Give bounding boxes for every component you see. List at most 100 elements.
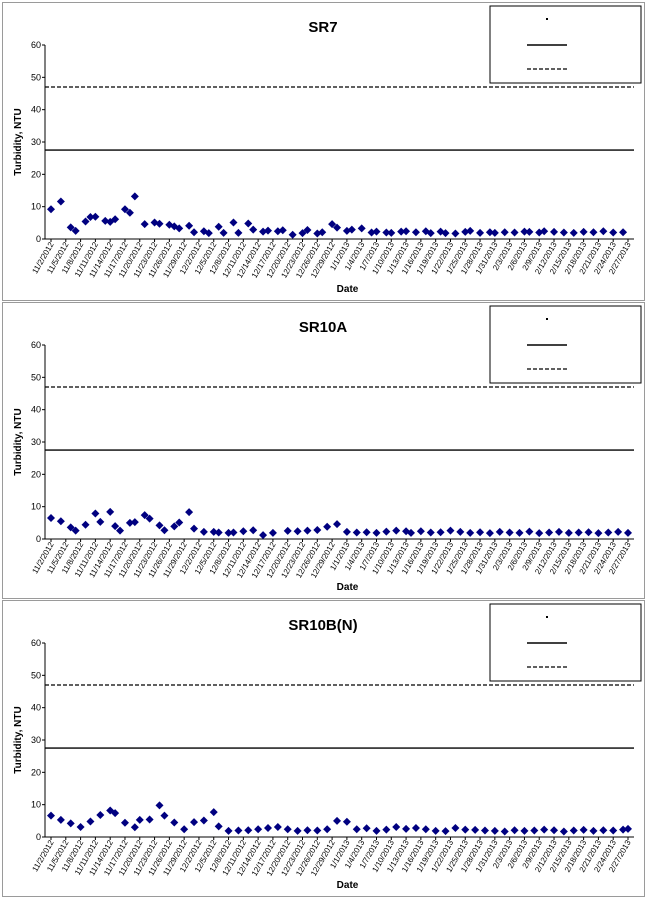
data-point [318, 228, 327, 237]
y-tick-label: 50 [31, 72, 41, 82]
data-point [579, 227, 588, 236]
data-point [579, 825, 588, 834]
legend-marker-point [546, 18, 548, 20]
data-point [244, 826, 253, 835]
data-point [347, 225, 356, 234]
data-point [545, 528, 554, 537]
y-tick-label: 30 [31, 137, 41, 147]
data-point [525, 527, 534, 536]
data-point [540, 825, 549, 834]
data-point [145, 514, 154, 523]
data-point [259, 531, 268, 540]
data-point [145, 815, 154, 824]
data-point [589, 228, 598, 237]
data-point [387, 228, 396, 237]
y-axis-label: Turbidity, NTU [13, 108, 24, 175]
data-point [313, 826, 322, 835]
data-point [204, 229, 213, 238]
data-point [431, 826, 440, 835]
y-tick-label: 40 [31, 105, 41, 115]
data-point [466, 226, 475, 235]
data-point [520, 227, 529, 236]
data-point [584, 528, 593, 537]
data-point [323, 522, 332, 531]
y-tick-label: 60 [31, 340, 41, 350]
y-tick-label: 50 [31, 670, 41, 680]
data-point [333, 223, 342, 232]
data-point [426, 229, 435, 238]
data-point [574, 528, 583, 537]
data-point [170, 818, 179, 827]
y-tick-label: 30 [31, 735, 41, 745]
data-point [441, 827, 450, 836]
data-point [426, 528, 435, 537]
data-point [510, 826, 519, 835]
data-point [589, 826, 598, 835]
data-point [293, 527, 302, 536]
y-tick-label: 60 [31, 40, 41, 50]
data-point [342, 527, 351, 536]
data-point [190, 524, 199, 533]
data-point [86, 817, 95, 826]
data-point [86, 213, 95, 222]
legend [489, 305, 642, 384]
data-point [185, 508, 194, 517]
data-point [357, 224, 366, 233]
legend [489, 603, 642, 682]
data-point [263, 823, 272, 832]
data-point [624, 528, 632, 537]
data-point [283, 526, 292, 535]
data-point [362, 528, 371, 537]
data-point [71, 526, 80, 535]
data-point [239, 527, 248, 536]
chart-panel-sr10a: SR10A 0 10 20 30 40 50 60 Turbidity, NTU 11/2/201… [2, 302, 645, 599]
data-point [111, 522, 120, 531]
y-tick-label: 30 [31, 437, 41, 447]
data-point [500, 827, 509, 836]
data-point [466, 528, 475, 537]
data-point [530, 826, 539, 835]
data-point [209, 527, 218, 536]
data-point [303, 225, 312, 234]
data-point [91, 509, 100, 518]
data-point [180, 825, 189, 834]
data-point [411, 228, 420, 237]
data-point [125, 518, 134, 527]
data-point [485, 228, 494, 237]
data-point [214, 822, 223, 831]
chart-title: SR10B(N) [288, 617, 357, 634]
chart-title: SR10A [299, 319, 348, 336]
data-point [382, 527, 391, 536]
data-point [402, 227, 411, 236]
data-point [333, 520, 342, 529]
data-point [106, 507, 115, 516]
data-point [268, 528, 277, 537]
data-point [476, 228, 485, 237]
data-point [56, 815, 65, 824]
data-point [120, 205, 129, 214]
data-point [476, 528, 485, 537]
data-point [446, 526, 455, 535]
x-axis-label: Date [337, 582, 359, 593]
data-point [559, 228, 568, 237]
data-point [170, 522, 179, 531]
data-point [515, 528, 524, 537]
data-point [199, 816, 208, 825]
data-point [471, 825, 480, 834]
data-point [175, 224, 184, 233]
y-tick-label: 0 [36, 832, 41, 842]
data-point [47, 811, 55, 820]
y-tick-label: 0 [36, 534, 41, 544]
data-point [96, 811, 105, 820]
data-point [66, 819, 75, 828]
data-point [535, 529, 544, 538]
y-tick-label: 20 [31, 767, 41, 777]
data-point [106, 806, 115, 815]
data-point [441, 229, 450, 238]
data-point [224, 528, 233, 537]
data-point [372, 227, 381, 236]
y-tick-label: 10 [31, 800, 41, 810]
